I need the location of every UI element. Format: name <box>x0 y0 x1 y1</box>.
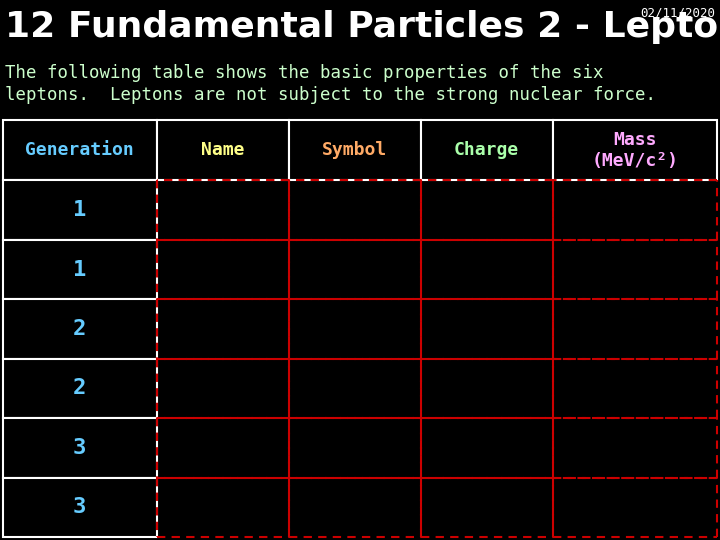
Text: 1: 1 <box>73 200 86 220</box>
Bar <box>553 120 717 180</box>
Text: 02/11/2020: 02/11/2020 <box>640 6 715 19</box>
Text: 2: 2 <box>73 319 86 339</box>
Text: 3: 3 <box>73 438 86 458</box>
Bar <box>3 180 156 240</box>
Bar <box>156 120 289 180</box>
Text: leptons.  Leptons are not subject to the strong nuclear force.: leptons. Leptons are not subject to the … <box>5 86 656 104</box>
Bar <box>3 359 156 418</box>
Text: Symbol: Symbol <box>322 141 387 159</box>
Bar <box>3 120 156 180</box>
Bar <box>3 299 156 359</box>
Text: Mass
(MeV/c²): Mass (MeV/c²) <box>591 131 678 170</box>
Text: Charge: Charge <box>454 141 519 159</box>
Bar <box>3 240 156 299</box>
Text: Name: Name <box>201 141 244 159</box>
Text: The following table shows the basic properties of the six: The following table shows the basic prop… <box>5 64 603 82</box>
Bar <box>289 120 420 180</box>
Text: 3: 3 <box>73 497 86 517</box>
Text: 12 Fundamental Particles 2 - Leptons: 12 Fundamental Particles 2 - Leptons <box>5 10 720 44</box>
Text: 2: 2 <box>73 379 86 399</box>
Bar <box>3 418 156 477</box>
Text: Generation: Generation <box>25 141 134 159</box>
Text: 1: 1 <box>73 260 86 280</box>
Bar <box>420 120 553 180</box>
Bar <box>3 477 156 537</box>
